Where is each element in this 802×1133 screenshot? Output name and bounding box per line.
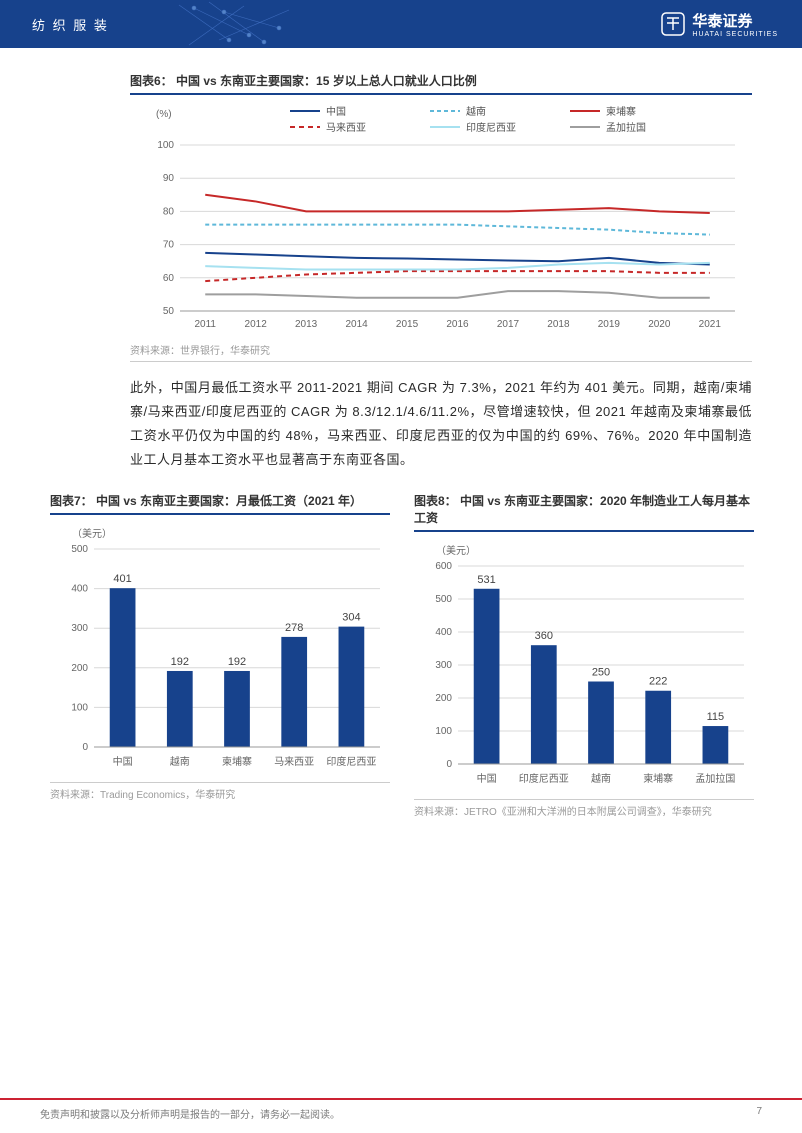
chart8-source: 资料来源：JETRO《亚洲和大洋洲的日本附属公司调查》，华泰研究 [414,799,754,818]
chart8-bar-chart: （美元） 0 100 200 300 400 500 600 531 中国 360 印度尼西亚 250 越… [414,540,754,790]
svg-text:2017: 2017 [497,319,520,330]
chart7-source: 资料来源：Trading Economics，华泰研究 [50,782,390,801]
svg-text:印度尼西亚: 印度尼西亚 [326,755,376,768]
svg-text:孟加拉国: 孟加拉国 [606,121,646,134]
svg-text:0: 0 [446,759,452,770]
header-decoration [109,0,661,48]
svg-text:（美元）: （美元） [72,527,112,540]
chart7-container: 图表7： 中国 vs 东南亚主要国家：月最低工资（2021 年） （美元） 0 10… [50,486,390,818]
svg-text:2014: 2014 [345,319,368,330]
svg-text:200: 200 [71,663,88,674]
page-number: 7 [756,1106,762,1121]
chart8-container: 图表8： 中国 vs 东南亚主要国家：2020 年制造业工人每月基本工资 （美元… [414,486,754,818]
svg-text:2013: 2013 [295,319,318,330]
svg-text:柬埔寨: 柬埔寨 [222,755,252,768]
svg-text:2016: 2016 [446,319,469,330]
svg-text:2020: 2020 [648,319,671,330]
svg-text:200: 200 [435,693,452,704]
svg-text:192: 192 [228,656,246,668]
svg-text:531: 531 [477,574,495,586]
svg-text:50: 50 [163,306,175,317]
body-paragraph: 此外，中国月最低工资水平 2011-2021 期间 CAGR 为 7.3%，20… [130,376,752,472]
brand-cn: 华泰证券 [692,10,778,31]
svg-text:2015: 2015 [396,319,419,330]
svg-text:越南: 越南 [466,105,486,118]
svg-text:越南: 越南 [170,755,190,768]
svg-text:400: 400 [435,627,452,638]
svg-text:192: 192 [171,656,189,668]
chart7-title: 图表7： 中国 vs 东南亚主要国家：月最低工资（2021 年） [50,486,390,515]
svg-text:越南: 越南 [591,772,611,785]
svg-text:2021: 2021 [699,319,722,330]
svg-text:300: 300 [435,660,452,671]
svg-text:600: 600 [435,561,452,572]
svg-text:304: 304 [342,612,360,624]
svg-text:500: 500 [71,544,88,555]
svg-text:278: 278 [285,622,303,634]
chart7-bar-chart: （美元） 0 100 200 300 400 500 401 中国 192 越南 192 柬埔寨 278 马… [50,523,390,773]
svg-text:印度尼西亚: 印度尼西亚 [519,772,569,785]
logo-icon [660,11,686,37]
svg-text:中国: 中国 [477,772,497,785]
svg-text:100: 100 [71,703,88,714]
svg-text:2012: 2012 [245,319,268,330]
disclaimer-text: 免责声明和披露以及分析师声明是报告的一部分，请务必一起阅读。 [40,1106,340,1121]
svg-text:柬埔寨: 柬埔寨 [643,772,673,785]
chart6-title: 图表6： 中国 vs 东南亚主要国家：15 岁以上总人口就业人口比例 [130,66,752,95]
svg-text:60: 60 [163,273,175,284]
svg-text:115: 115 [707,711,725,723]
svg-text:孟加拉国: 孟加拉国 [695,772,735,785]
chart6-source: 资料来源：世界银行，华泰研究 [130,342,752,357]
svg-text:马来西亚: 马来西亚 [326,122,366,134]
svg-text:(%): (%) [156,109,172,120]
svg-text:401: 401 [113,573,131,585]
chart6-container: 图表6： 中国 vs 东南亚主要国家：15 岁以上总人口就业人口比例 50 60 7… [130,66,752,362]
svg-text:2018: 2018 [547,319,570,330]
svg-text:100: 100 [435,726,452,737]
svg-text:70: 70 [163,240,175,251]
svg-text:500: 500 [435,594,452,605]
brand-en: HUATAI SECURITIES [692,31,778,38]
brand-logo: 华泰证券 HUATAI SECURITIES [660,10,778,38]
svg-text:中国: 中国 [113,755,133,768]
svg-text:柬埔寨: 柬埔寨 [606,105,636,118]
svg-text:中国: 中国 [326,105,346,118]
svg-text:360: 360 [535,630,553,642]
svg-text:100: 100 [157,140,174,151]
svg-text:印度尼西亚: 印度尼西亚 [466,121,516,134]
chart8-title: 图表8： 中国 vs 东南亚主要国家：2020 年制造业工人每月基本工资 [414,486,754,532]
page-footer: 免责声明和披露以及分析师声明是报告的一部分，请务必一起阅读。 7 [0,1098,802,1121]
svg-text:（美元）: （美元） [436,544,476,557]
svg-text:马来西亚: 马来西亚 [274,756,314,768]
page-header: 纺 织 服 装 华泰证券 HUATAI SECURITIES [0,0,802,48]
svg-text:300: 300 [71,623,88,634]
svg-text:250: 250 [592,667,610,679]
svg-text:90: 90 [163,173,175,184]
category-label: 纺 织 服 装 [32,15,109,34]
svg-text:2019: 2019 [598,319,621,330]
svg-text:400: 400 [71,584,88,595]
svg-text:2011: 2011 [194,319,216,330]
chart6-line-chart: 50 60 70 80 90 100 2011 2012 2013 2014 2015 2016 201… [130,103,750,333]
svg-text:80: 80 [163,206,175,217]
svg-text:222: 222 [649,676,667,688]
svg-text:0: 0 [82,742,88,753]
